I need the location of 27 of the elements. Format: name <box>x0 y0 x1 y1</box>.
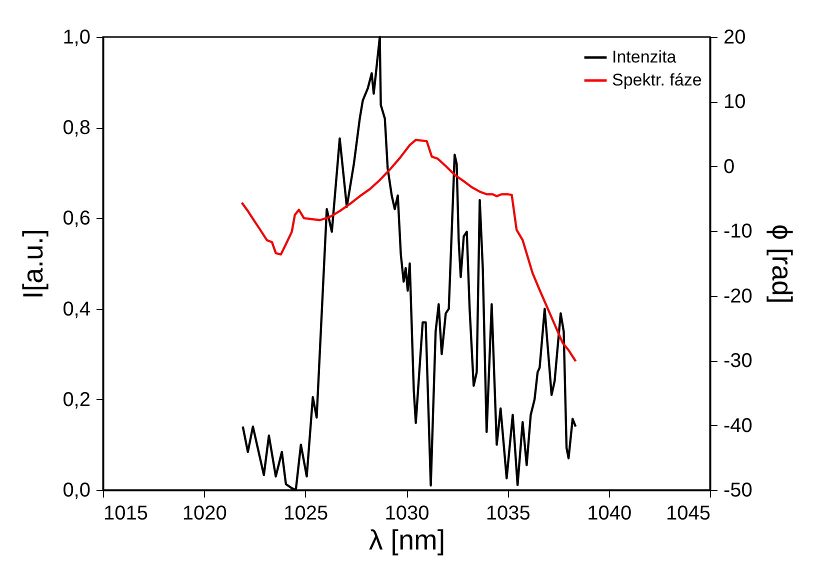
x-tick-label: 1025 <box>284 502 328 524</box>
y-tick-label: 1,0 <box>62 26 90 48</box>
line-series <box>240 138 577 362</box>
y2-tick-label: -20 <box>724 285 752 308</box>
y2-tick-label: 20 <box>724 26 746 48</box>
x-tick-label: 1040 <box>587 502 632 524</box>
y2-tick-label: -40 <box>724 414 752 437</box>
y2-tick-label: -30 <box>724 350 752 372</box>
y-axis-title: I[a.u.] <box>18 228 49 300</box>
x-tick-label: 1020 <box>182 502 227 524</box>
y-tick-label: 0,2 <box>62 388 90 411</box>
y2-tick-label: 0 <box>724 156 735 178</box>
x-tick-label: 1035 <box>486 502 530 524</box>
legend-label: Intenzita <box>612 48 677 66</box>
y-tick-label: 0,4 <box>62 298 90 320</box>
y-tick-label: 0,8 <box>62 117 90 140</box>
y-tick-label: 0,6 <box>62 208 90 230</box>
y2-tick-label: -10 <box>724 220 752 243</box>
x-tick-label: 1045 <box>666 502 710 524</box>
y2-axis-title: ϕ [rad] <box>766 224 798 304</box>
y2-tick-label: 10 <box>724 91 746 114</box>
x-tick-label: 1015 <box>104 502 148 524</box>
y-tick-label: 0,0 <box>62 480 90 502</box>
legend-label: Spektr. fáze <box>612 70 702 90</box>
x-tick-label: 1030 <box>384 502 430 524</box>
y2-tick-label: -50 <box>724 480 752 502</box>
x-axis-title: λ [nm] <box>368 524 446 556</box>
